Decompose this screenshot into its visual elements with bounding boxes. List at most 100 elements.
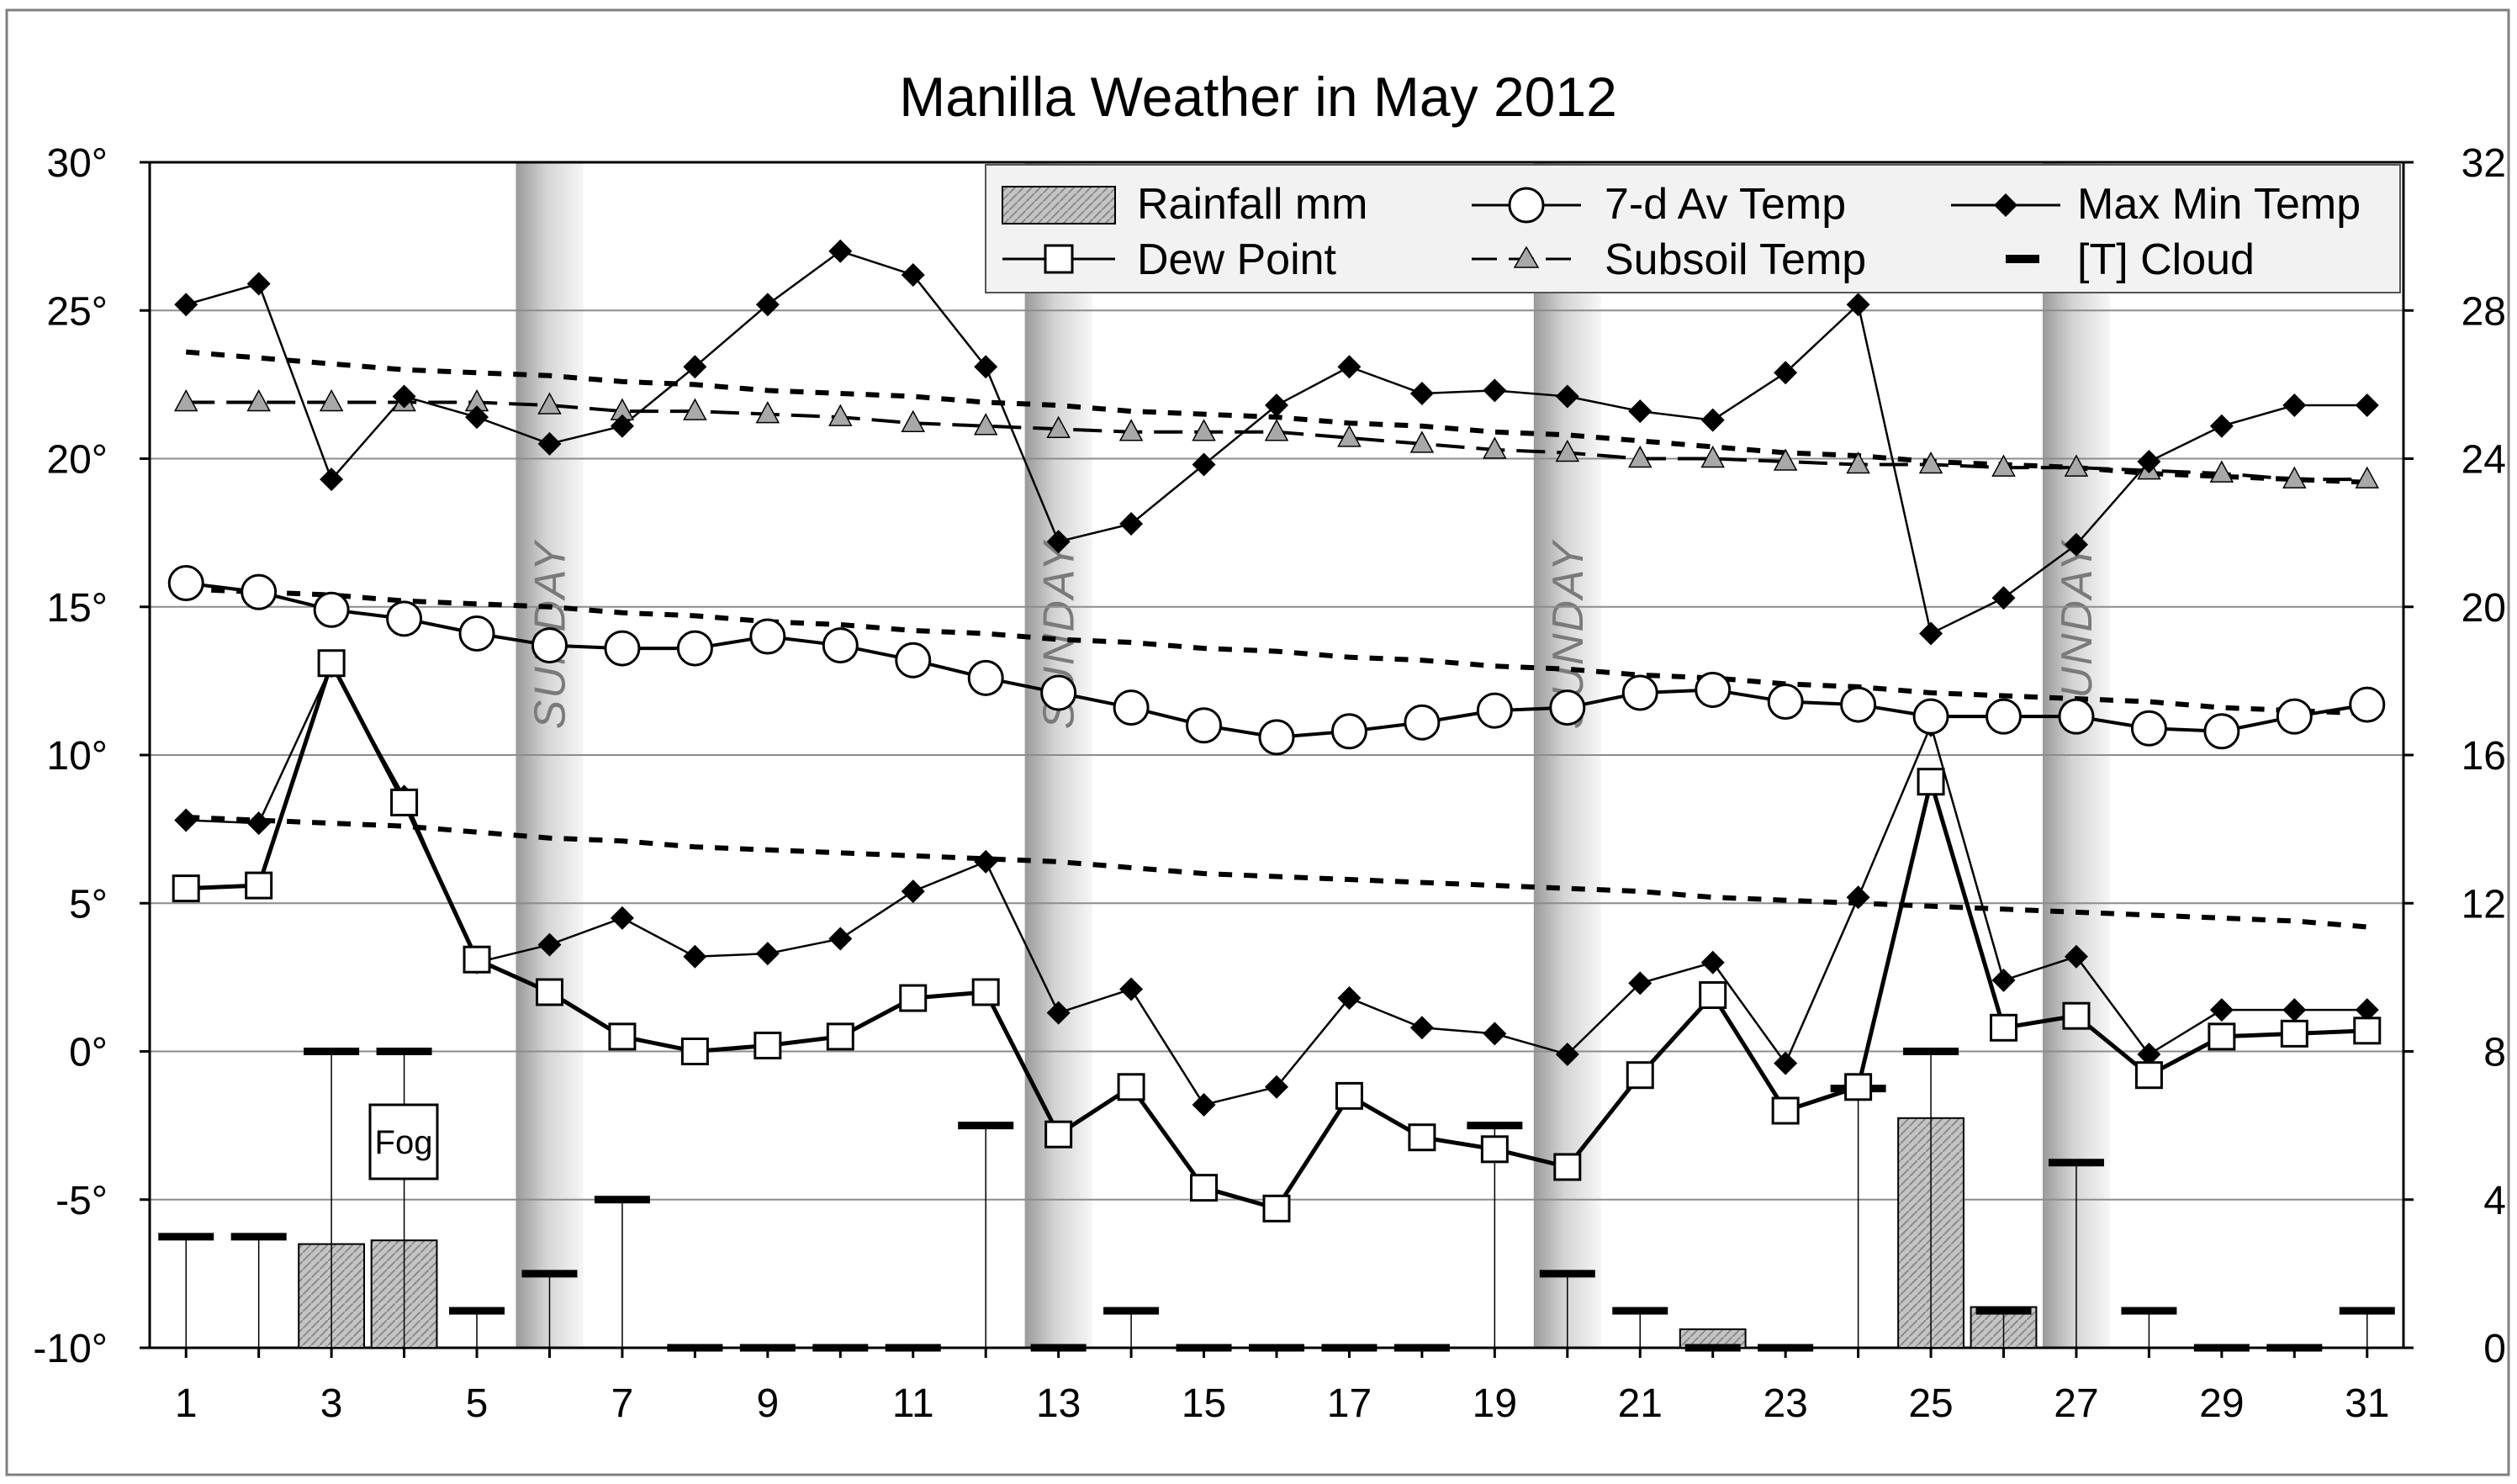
dew-point-marker <box>1190 1174 1219 1202</box>
max-temp-marker <box>828 239 853 263</box>
dew-point-marker <box>1771 1096 1800 1125</box>
chart-title: Manilla Weather in May 2012 <box>899 66 1617 128</box>
x-tick-label: 21 <box>1618 1381 1663 1426</box>
x-tick-label: 25 <box>1908 1381 1953 1426</box>
max-temp-marker <box>1919 621 1943 646</box>
min-temp-marker <box>610 906 634 930</box>
min-temp-marker <box>1774 1051 1798 1075</box>
max-temp-marker <box>2355 393 2379 418</box>
min-temp-marker <box>1192 1092 1216 1117</box>
max-temp-marker <box>2282 393 2307 418</box>
avg7-marker <box>2349 686 2386 723</box>
subsoil-marker <box>828 404 853 426</box>
avg7-marker <box>822 627 859 664</box>
legend: Rainfall mm 7-d Av Temp Max Min Temp Dew… <box>985 164 2401 293</box>
dew-point-marker <box>463 945 491 974</box>
avg7-marker <box>1621 674 1658 711</box>
y-tick-label-left: 30° <box>46 141 108 186</box>
y-tick-label-left: 20° <box>46 438 108 483</box>
dew-point-marker <box>1990 1013 2018 1042</box>
dew-point-marker <box>535 978 563 1006</box>
min-temp-marker <box>683 944 707 969</box>
subsoil-marker <box>1918 451 1943 474</box>
max-temp-marker <box>1628 399 1652 424</box>
avg7-marker <box>1404 704 1441 741</box>
avg7-marker <box>2130 710 2167 747</box>
dew-point-marker <box>2208 1022 2236 1051</box>
max-temp-marker <box>1409 381 1434 405</box>
x-tick-label: 17 <box>1327 1381 1372 1426</box>
dew-point-marker <box>754 1031 782 1059</box>
legend-dew-marker <box>1044 244 1074 274</box>
subsoil-marker <box>1627 445 1652 468</box>
avg7-marker <box>1767 684 1804 721</box>
legend-rainfall-label: Rainfall mm <box>1137 180 1368 229</box>
dew-point-marker <box>390 788 419 816</box>
x-tick-label: 15 <box>1182 1381 1226 1426</box>
min-temp-marker <box>1483 1022 1507 1046</box>
subsoil-marker <box>901 409 926 432</box>
dew-point-marker <box>1335 1081 1363 1110</box>
max-temp-marker <box>1265 393 1288 418</box>
min-temp-marker <box>2282 998 2307 1022</box>
dew-point-marker <box>2062 1001 2091 1030</box>
avg7-marker <box>386 600 423 637</box>
subsoil-marker <box>2209 460 2234 483</box>
avg7-marker <box>1549 689 1586 726</box>
dew-point-marker <box>2134 1061 2163 1090</box>
subsoil-marker <box>1700 445 1725 468</box>
y-tick-label-right: 28 <box>2461 289 2506 334</box>
avg7-marker <box>967 659 1004 696</box>
avg7-marker <box>1986 698 2023 735</box>
max-temp-marker <box>246 272 271 296</box>
max-temp-marker <box>2209 414 2234 438</box>
legend-subsoil-label: Subsoil Temp <box>1605 235 1866 284</box>
y-tick-label-left: 5° <box>69 882 108 927</box>
max-temp-marker <box>1483 378 1507 403</box>
y-tick-label-right: 4 <box>2483 1179 2506 1223</box>
subsoil-marker <box>246 388 271 412</box>
avg7-marker <box>458 615 495 652</box>
min-temp-marker <box>1700 950 1725 974</box>
dew-point-marker <box>1262 1194 1291 1223</box>
subsoil-marker <box>1991 454 2016 477</box>
avg7-marker <box>676 630 713 667</box>
min-temp-marker <box>828 927 853 951</box>
x-tick-label: 27 <box>2054 1381 2098 1426</box>
dew-point-marker <box>1117 1073 1145 1101</box>
subsoil-marker <box>1264 419 1289 441</box>
min-temp-marker <box>2064 944 2088 969</box>
min-temp-marker <box>1846 885 1870 910</box>
legend-box <box>985 164 2401 293</box>
x-tick-label: 23 <box>1763 1381 1807 1426</box>
min-temp-marker <box>174 808 198 832</box>
max-temp-marker <box>755 293 780 317</box>
min-temp-marker <box>1046 1001 1071 1025</box>
max-temp-marker <box>1774 361 1798 385</box>
min-temp-marker <box>755 942 780 966</box>
dew-point-marker <box>1553 1153 1582 1181</box>
y-tick-label-right: 8 <box>2483 1031 2506 1075</box>
y-tick-label-left: -10° <box>33 1327 108 1371</box>
avg7-marker <box>1912 698 1949 735</box>
dew-point-marker <box>1626 1061 1654 1090</box>
max-temp-marker <box>2064 532 2088 557</box>
dew-point-marker <box>2280 1019 2308 1048</box>
avg7-marker <box>1186 707 1223 744</box>
y-tick-label-left: -5° <box>56 1179 108 1223</box>
max-temp-marker <box>537 431 562 456</box>
avg7-marker <box>2203 713 2240 750</box>
dew-point-marker <box>1408 1123 1436 1152</box>
max-temp-marker <box>610 414 634 438</box>
dew-point-marker <box>826 1022 854 1051</box>
fog-annotation: Fog <box>368 1103 439 1180</box>
subsoil-marker <box>1773 448 1798 471</box>
x-tick-label: 11 <box>892 1381 934 1426</box>
y-tick-label-left: 10° <box>46 734 108 779</box>
min-temp-marker <box>537 932 562 957</box>
subsoil-marker <box>1046 415 1071 438</box>
x-tick-label: 29 <box>2199 1381 2244 1426</box>
avg7-marker <box>1258 719 1295 756</box>
legend-avg7-label: 7-d Av Temp <box>1605 180 1846 229</box>
max-temp-marker <box>1046 530 1071 554</box>
